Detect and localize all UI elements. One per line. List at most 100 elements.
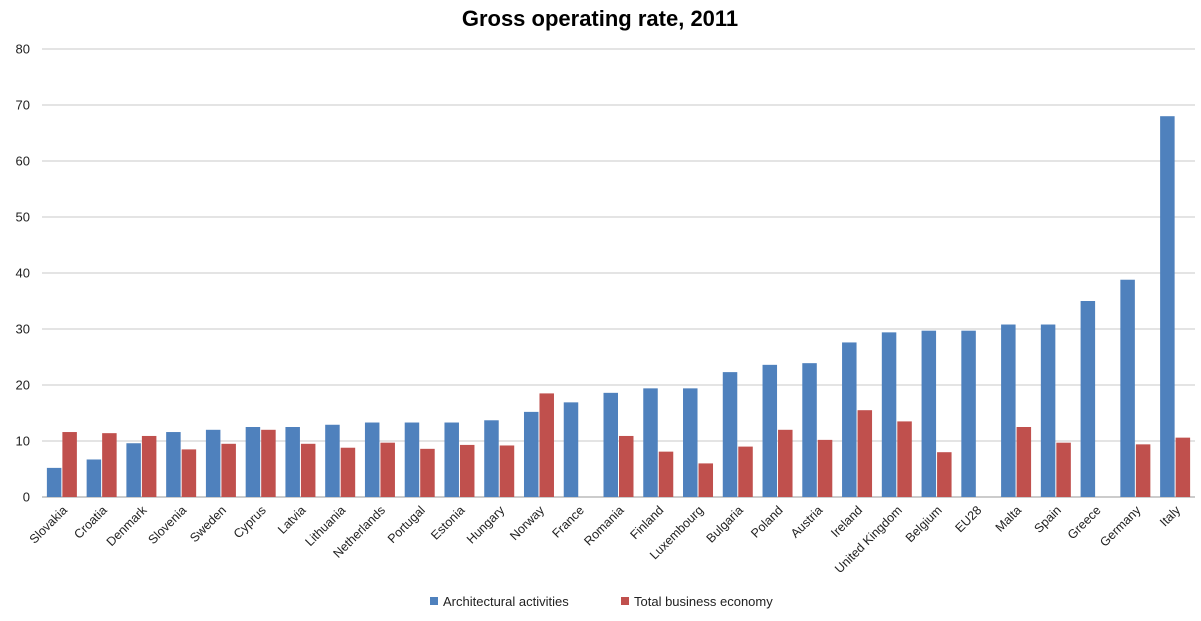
bar-architectural-activities xyxy=(404,422,420,497)
legend-swatch xyxy=(430,597,438,605)
bar-total-business-economy xyxy=(141,435,157,497)
bar-total-business-economy xyxy=(817,439,833,497)
bar-total-business-economy xyxy=(102,433,117,497)
bar-architectural-activities xyxy=(603,392,618,497)
bar-architectural-activities xyxy=(484,420,499,497)
x-category-label: France xyxy=(549,503,586,540)
bar-total-business-economy xyxy=(937,452,952,497)
bar-architectural-activities xyxy=(961,330,976,497)
bar-total-business-economy xyxy=(539,393,554,497)
x-category-label: Sweden xyxy=(187,503,229,545)
bar-total-business-economy xyxy=(181,449,197,497)
y-axis-ticks: 0 10 20 30 40 50 60 70 80 xyxy=(16,42,30,505)
x-category-label: Croatia xyxy=(71,503,109,541)
bar-total-business-economy xyxy=(380,442,395,497)
bar-total-business-economy xyxy=(857,410,873,497)
x-category-label: Bulgaria xyxy=(704,503,746,545)
bar-total-business-economy xyxy=(1175,437,1191,497)
bars xyxy=(46,116,1191,497)
bar-total-business-economy xyxy=(778,429,793,497)
x-category-label: Finland xyxy=(627,503,666,542)
legend-entry: Architectural activities xyxy=(443,594,569,609)
x-category-label: EU28 xyxy=(952,503,984,535)
bar-architectural-activities xyxy=(1080,301,1096,497)
bar-architectural-activities xyxy=(86,459,102,497)
x-category-label: Ireland xyxy=(828,503,865,540)
bar-architectural-activities xyxy=(364,422,380,497)
bar-total-business-economy xyxy=(1056,442,1071,497)
bar-total-business-economy xyxy=(1016,427,1032,497)
x-category-label: Portugal xyxy=(385,503,428,546)
x-category-label: Germany xyxy=(1097,503,1144,550)
x-category-label: Latvia xyxy=(275,503,309,537)
bar-architectural-activities xyxy=(166,432,181,497)
y-tick-label: 50 xyxy=(16,210,30,225)
y-tick-label: 40 xyxy=(16,266,30,281)
grid-lines xyxy=(42,48,1195,498)
bar-architectural-activities xyxy=(563,402,579,497)
y-tick-label: 30 xyxy=(16,322,30,337)
bar-architectural-activities xyxy=(842,342,857,497)
bar-architectural-activities xyxy=(1001,324,1016,497)
x-category-label: Estonia xyxy=(428,503,467,542)
bar-architectural-activities xyxy=(881,332,897,497)
bar-architectural-activities xyxy=(444,422,459,497)
x-category-label: Hungary xyxy=(464,503,508,547)
bar-architectural-activities xyxy=(802,363,817,497)
bar-architectural-activities xyxy=(722,372,738,497)
x-category-label: Poland xyxy=(748,503,785,540)
bar-total-business-economy xyxy=(1135,444,1151,497)
x-category-label: Cyprus xyxy=(231,503,269,541)
bar-total-business-economy xyxy=(300,443,316,497)
bar-architectural-activities xyxy=(285,427,300,497)
bar-architectural-activities xyxy=(205,429,221,497)
bar-architectural-activities xyxy=(1160,116,1175,497)
y-tick-label: 0 xyxy=(23,490,30,505)
bar-architectural-activities xyxy=(46,467,62,497)
y-tick-label: 20 xyxy=(16,378,30,393)
x-category-label: Norway xyxy=(507,503,547,543)
y-tick-label: 10 xyxy=(16,434,30,449)
bar-architectural-activities xyxy=(762,364,778,497)
x-category-label: Austria xyxy=(788,503,825,540)
bar-architectural-activities xyxy=(683,388,698,497)
bar-total-business-economy xyxy=(221,443,236,497)
x-category-label: Slovenia xyxy=(145,503,189,547)
bar-total-business-economy xyxy=(420,448,435,497)
bar-total-business-economy xyxy=(499,445,515,497)
bar-architectural-activities xyxy=(325,424,340,497)
y-tick-label: 70 xyxy=(16,98,30,113)
x-category-label: Spain xyxy=(1031,503,1064,536)
bar-total-business-economy xyxy=(658,451,674,497)
x-category-label: Romania xyxy=(581,503,626,548)
y-tick-label: 80 xyxy=(16,42,30,57)
y-tick-label: 60 xyxy=(16,154,30,169)
bar-total-business-economy xyxy=(738,446,753,497)
x-category-label: Italy xyxy=(1157,503,1184,530)
bar-architectural-activities xyxy=(126,443,141,497)
x-category-label: Malta xyxy=(993,503,1025,535)
bar-total-business-economy xyxy=(62,432,77,497)
x-category-label: Denmark xyxy=(104,503,150,549)
bar-total-business-economy xyxy=(619,435,634,497)
x-category-label: Slovakia xyxy=(27,503,70,546)
bar-architectural-activities xyxy=(921,330,937,497)
legend: Architectural activities Total business e… xyxy=(430,594,773,609)
bar-architectural-activities xyxy=(1120,279,1135,497)
bar-total-business-economy xyxy=(340,447,356,497)
bar-architectural-activities xyxy=(643,388,658,497)
bar-total-business-economy xyxy=(698,463,714,497)
bar-architectural-activities xyxy=(523,411,539,497)
legend-swatch xyxy=(621,597,629,605)
bar-total-business-economy xyxy=(897,421,912,497)
x-category-label: Belgium xyxy=(903,503,945,545)
bar-total-business-economy xyxy=(459,444,475,497)
bar-total-business-economy xyxy=(261,429,276,497)
x-category-label: Greece xyxy=(1065,503,1104,542)
bar-architectural-activities xyxy=(245,427,261,497)
bar-architectural-activities xyxy=(1040,324,1056,497)
legend-entry: Total business economy xyxy=(634,594,773,609)
chart-title: Gross operating rate, 2011 xyxy=(462,6,738,31)
